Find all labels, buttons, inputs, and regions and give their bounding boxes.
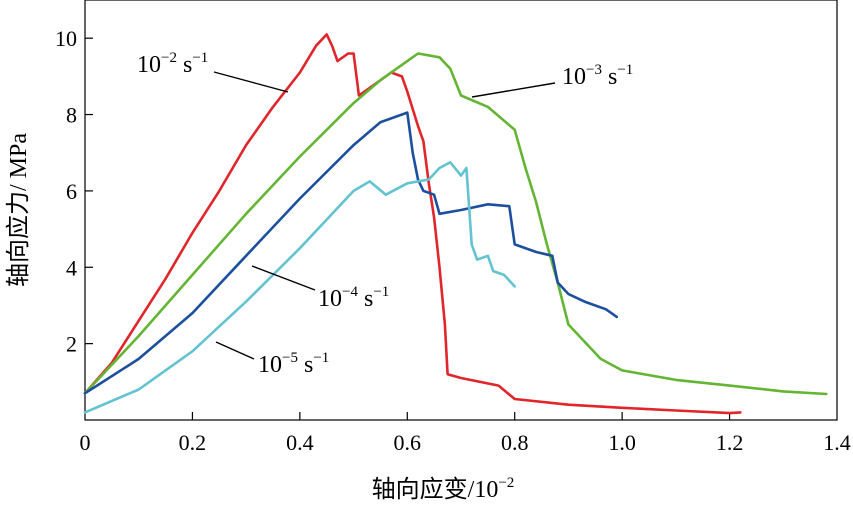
x-tick-label: 0 [80, 430, 91, 455]
series-line-2 [83, 52, 828, 396]
x-axis-title: 轴向应变/10−2 [372, 475, 515, 503]
y-tick-label: 2 [66, 332, 77, 357]
x-tick-label: 1.4 [823, 430, 851, 455]
annotation-leader-line [215, 341, 255, 360]
x-tick-label: 0.8 [501, 430, 529, 455]
plot-area-frame [84, 0, 838, 421]
series-annotation-1: 10−2 s−1 [137, 50, 208, 78]
annotation-leader-line [213, 71, 289, 93]
y-tick-label: 6 [66, 179, 77, 204]
y-tick-label: 4 [66, 255, 77, 280]
annotation-leader-line [471, 82, 556, 98]
series-annotation-3: 10−4 s−1 [318, 284, 389, 312]
series-annotation-4: 10−5 s−1 [258, 350, 329, 378]
x-tick-label: 0.2 [179, 430, 207, 455]
annotation-leader-line [251, 265, 316, 291]
annotation-layer: 10−2 s−1 10−3 s−1 10−4 s−1 10−5 s−1 [137, 50, 633, 378]
x-tick-label: 1.0 [608, 430, 636, 455]
series-layer [83, 33, 828, 415]
x-tick-label: 0.4 [286, 430, 314, 455]
x-tick-label: 1.2 [716, 430, 744, 455]
x-tick-label: 0.6 [394, 430, 422, 455]
series-annotation-2: 10−3 s−1 [562, 62, 633, 90]
y-tick-label: 8 [66, 103, 77, 128]
y-axis-title: 轴向应力/ MPa [5, 133, 32, 287]
series-line-4 [83, 161, 516, 414]
axis-ticks: 0 0.2 0.4 0.6 0.8 1.0 1.2 1.4 2 4 6 8 10 [55, 26, 851, 455]
series-line-3 [83, 111, 619, 395]
y-tick-label: 10 [55, 26, 77, 51]
